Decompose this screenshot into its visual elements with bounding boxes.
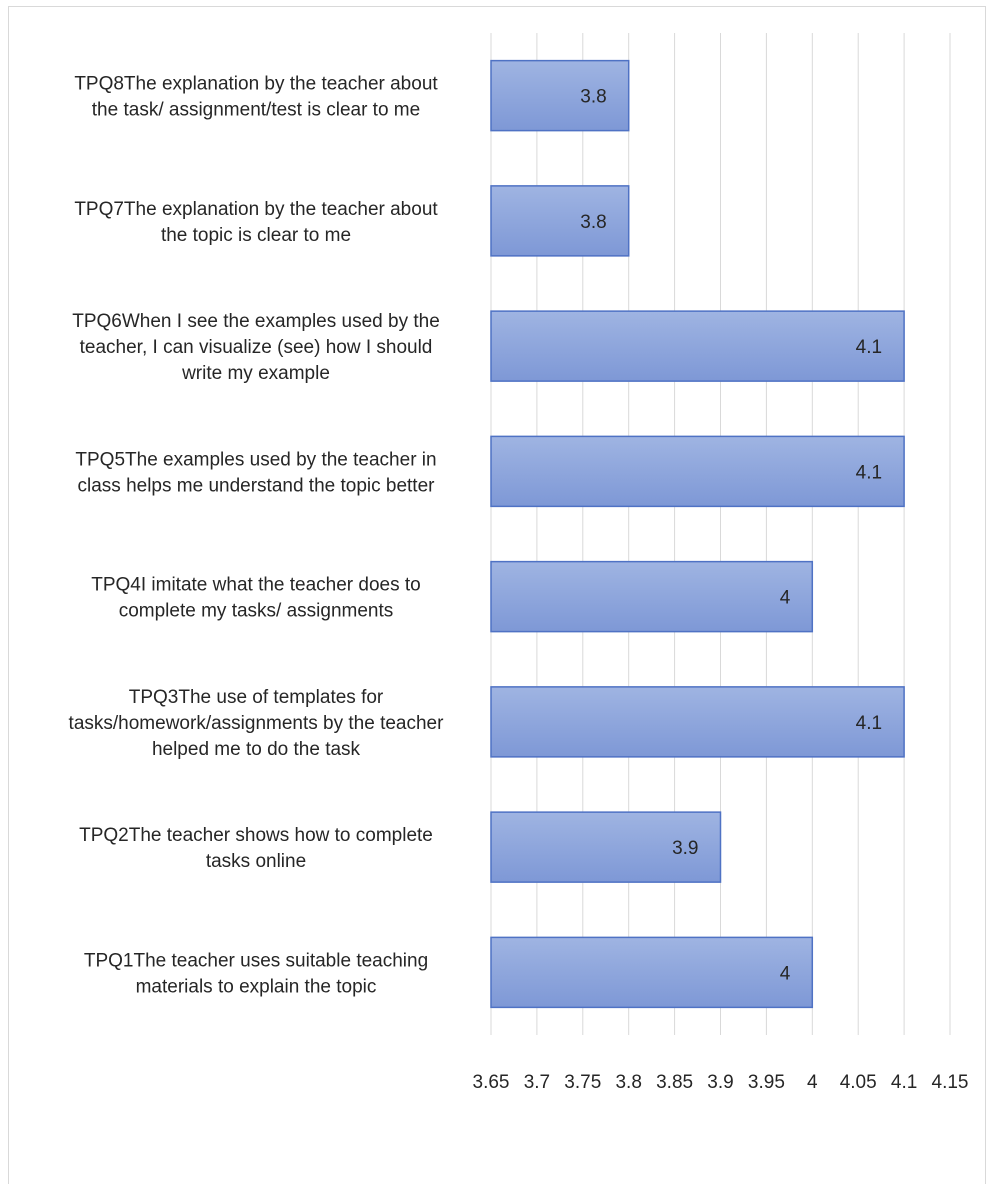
bar-data-label: 4 xyxy=(780,963,791,984)
x-tick-label: 4.1 xyxy=(891,1072,917,1093)
bar xyxy=(490,59,630,132)
category-label: TPQ8The explanation by the teacher about… xyxy=(74,74,438,121)
bar-data-label: 3.8 xyxy=(580,87,606,108)
category-label: TPQ5The examples used by the teacher in c… xyxy=(75,449,436,496)
category-label: TPQ2The teacher shows how to complete tas… xyxy=(79,825,433,872)
bar-data-label: 4 xyxy=(780,588,791,609)
bar-data-label: 4.1 xyxy=(856,337,882,358)
chart-frame xyxy=(8,6,986,1184)
bar-data-label: 3.8 xyxy=(580,212,606,233)
bar xyxy=(490,811,722,883)
category-label: TPQ6When I see the examples used by the t… xyxy=(72,311,440,384)
bar xyxy=(490,560,814,633)
x-tick-label: 3.8 xyxy=(615,1072,641,1093)
bar-data-label: 4.1 xyxy=(856,462,882,483)
x-tick-label: 3.85 xyxy=(656,1072,693,1093)
x-tick-label: 3.95 xyxy=(748,1072,785,1093)
bar xyxy=(490,936,814,1009)
bar-data-label: 4.1 xyxy=(856,713,882,734)
x-tick-label: 4.15 xyxy=(932,1072,969,1093)
x-tick-label: 3.65 xyxy=(473,1072,510,1093)
bar xyxy=(490,310,905,382)
category-label: TPQ1The teacher uses suitable teaching ma… xyxy=(84,950,428,997)
bar xyxy=(490,185,630,257)
bar-data-label: 3.9 xyxy=(672,838,698,859)
x-tick-label: 4 xyxy=(807,1072,818,1093)
category-label: TPQ4I imitate what the teacher does to co… xyxy=(91,575,421,622)
x-tick-label: 3.7 xyxy=(524,1072,550,1093)
x-tick-label: 3.9 xyxy=(707,1072,733,1093)
category-label: TPQ7The explanation by the teacher about… xyxy=(74,199,438,246)
category-label: TPQ3The use of templates for tasks/homewo… xyxy=(69,687,445,760)
bar xyxy=(490,686,905,758)
x-tick-label: 4.05 xyxy=(840,1072,877,1093)
bar xyxy=(490,435,905,508)
x-tick-label: 3.75 xyxy=(564,1072,601,1093)
